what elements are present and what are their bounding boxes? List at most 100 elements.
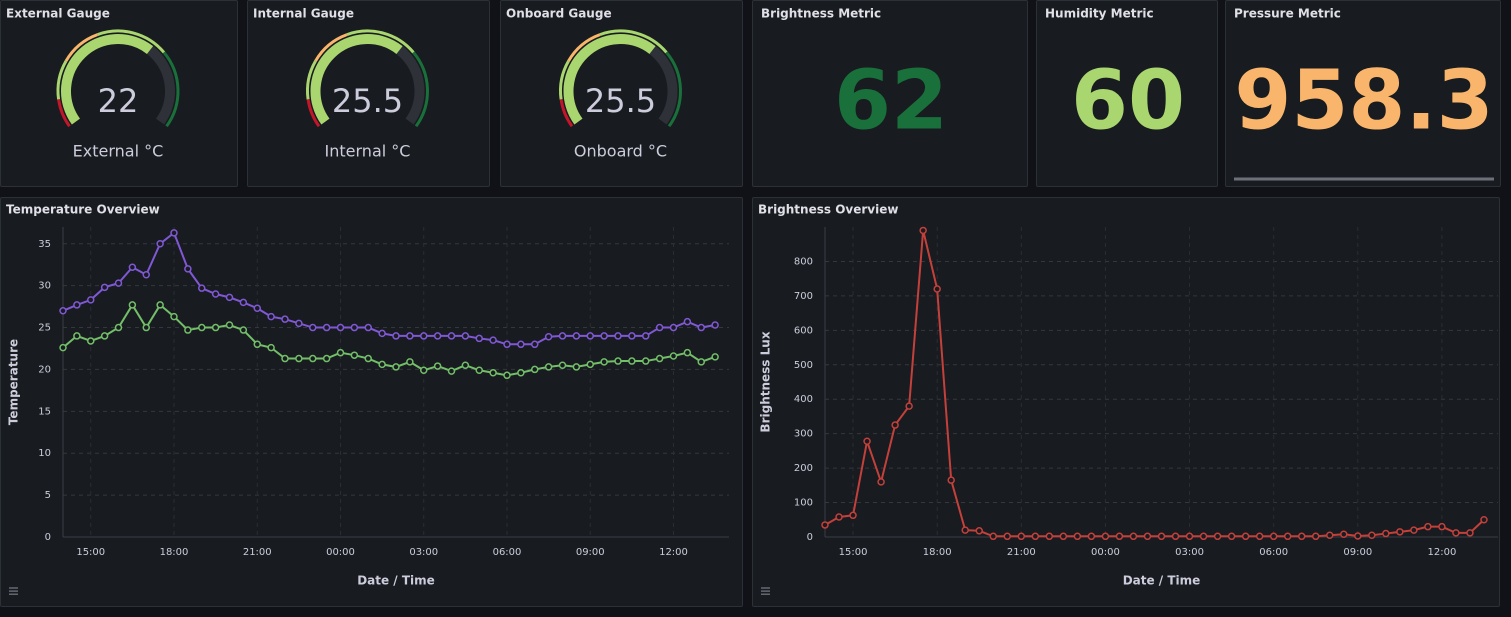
point bbox=[642, 357, 650, 365]
point bbox=[378, 329, 386, 338]
chart-panel: Temperature Overview Temperature Date / Ti… bbox=[0, 197, 743, 607]
point bbox=[461, 361, 470, 369]
point bbox=[1185, 532, 1194, 541]
point bbox=[350, 351, 359, 359]
point bbox=[322, 323, 331, 332]
point bbox=[211, 290, 220, 298]
point bbox=[614, 357, 622, 365]
point bbox=[1017, 532, 1026, 541]
chart-panel-svg: Temperature Overview Temperature Date / Ti… bbox=[6, 203, 729, 595]
point bbox=[198, 323, 206, 332]
point bbox=[711, 321, 719, 329]
gauge-threshold bbox=[64, 33, 99, 62]
point bbox=[156, 240, 164, 248]
point bbox=[295, 354, 303, 363]
point bbox=[170, 312, 178, 321]
point bbox=[392, 332, 400, 340]
point bbox=[447, 367, 456, 375]
x-axis-label: Date / Time bbox=[1123, 574, 1201, 588]
gauge-threshold bbox=[57, 99, 71, 128]
point bbox=[891, 421, 899, 429]
x-tick-label: 09:00 bbox=[1343, 547, 1372, 558]
point bbox=[267, 343, 275, 352]
point bbox=[489, 336, 497, 344]
gauge-value: 22 bbox=[98, 82, 139, 120]
point bbox=[198, 284, 206, 292]
point bbox=[322, 354, 331, 363]
point bbox=[87, 337, 95, 345]
gauge-panel-svg: Onboard Gauge 25.5 Onboard °C bbox=[506, 7, 682, 161]
point bbox=[1283, 532, 1292, 541]
y-tick-label: 800 bbox=[794, 256, 813, 267]
point bbox=[253, 340, 261, 349]
point bbox=[683, 348, 692, 357]
point bbox=[1326, 531, 1334, 540]
point bbox=[1115, 532, 1124, 541]
y-tick-label: 400 bbox=[794, 394, 813, 405]
gauge-fill bbox=[310, 34, 403, 125]
point bbox=[420, 366, 428, 375]
point bbox=[1424, 522, 1432, 531]
point bbox=[531, 365, 539, 374]
point bbox=[336, 323, 345, 332]
x-axis-label: Date / Time bbox=[357, 574, 435, 588]
point bbox=[835, 513, 843, 521]
point bbox=[572, 332, 581, 340]
chart-title: Temperature Overview bbox=[6, 203, 160, 217]
point bbox=[447, 332, 456, 340]
point bbox=[156, 301, 164, 309]
gauge-panel: Internal Gauge 25.5 Internal °C bbox=[247, 0, 490, 187]
point bbox=[628, 357, 636, 365]
point bbox=[517, 340, 525, 349]
point bbox=[1101, 532, 1110, 541]
x-tick-label: 03:00 bbox=[409, 547, 438, 558]
y-tick-label: 15 bbox=[38, 406, 51, 417]
point bbox=[1059, 532, 1068, 541]
point bbox=[100, 283, 109, 292]
x-tick-label: 18:00 bbox=[923, 547, 952, 558]
point bbox=[406, 332, 414, 340]
gauge-threshold bbox=[56, 60, 68, 100]
point bbox=[933, 285, 941, 293]
point bbox=[364, 354, 372, 363]
y-tick-label: 100 bbox=[794, 498, 813, 509]
point bbox=[142, 271, 150, 279]
x-tick-label: 12:00 bbox=[1428, 547, 1457, 558]
point bbox=[142, 323, 150, 332]
point bbox=[503, 340, 511, 349]
x-tick-label: 00:00 bbox=[326, 547, 355, 558]
chart-panel: Brightness Overview Brightness Lux Date / … bbox=[752, 197, 1500, 607]
point bbox=[1241, 532, 1250, 541]
point bbox=[364, 323, 372, 332]
gauge-threshold bbox=[559, 60, 570, 100]
stat-panel-svg: Pressure Metric 958.3 bbox=[1234, 7, 1494, 181]
point bbox=[1087, 532, 1096, 541]
point bbox=[1480, 516, 1488, 524]
point bbox=[239, 298, 248, 307]
y-axis-label: Temperature bbox=[7, 339, 21, 425]
x-tick-label: 09:00 bbox=[576, 547, 605, 558]
y-tick-label: 0 bbox=[807, 532, 813, 543]
x-tick-label: 15:00 bbox=[76, 547, 105, 558]
point bbox=[73, 332, 81, 340]
series-line bbox=[62, 303, 716, 377]
gauge-threshold bbox=[559, 99, 574, 128]
point bbox=[683, 317, 692, 326]
point bbox=[572, 363, 581, 371]
gauge-threshold bbox=[567, 33, 601, 62]
point bbox=[211, 323, 220, 332]
y-tick-label: 300 bbox=[794, 429, 813, 440]
point bbox=[281, 354, 289, 363]
panel-title: Internal Gauge bbox=[253, 7, 354, 21]
point bbox=[989, 532, 997, 541]
point bbox=[544, 363, 553, 371]
gauge-value: 25.5 bbox=[585, 82, 656, 120]
x-tick-label: 06:00 bbox=[493, 547, 522, 558]
y-tick-label: 20 bbox=[38, 364, 51, 375]
point bbox=[1255, 532, 1264, 541]
point bbox=[849, 511, 857, 520]
x-tick-label: 06:00 bbox=[1259, 547, 1288, 558]
gauge-threshold bbox=[306, 99, 321, 128]
y-tick-label: 5 bbox=[45, 490, 51, 501]
